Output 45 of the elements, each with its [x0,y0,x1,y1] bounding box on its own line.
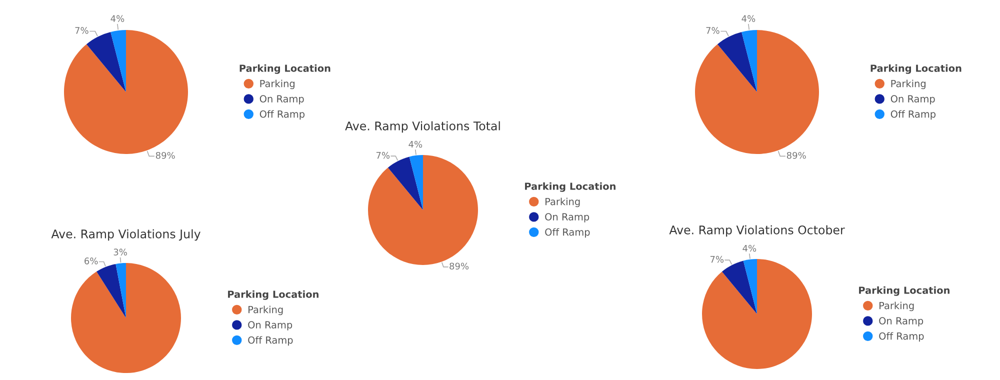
legend-title: Parking Location [240,64,330,74]
pie-slice [116,263,126,318]
legend-title: Parking Location [859,286,950,296]
pie-slice [110,30,126,92]
legend-label: Off Ramp [890,110,936,120]
data-label: 89% [156,152,175,159]
data-label: 4% [742,244,756,252]
data-label: 7% [710,256,724,263]
legend-label: Parking [546,198,580,208]
legend-title: Parking Location [870,64,962,74]
chart-title: Ave. Ramp Violations Total [345,121,500,133]
legend-label: On Ramp [248,321,292,330]
data-label: 7% [706,27,720,34]
data-label: 4% [110,15,124,22]
legend-label: Parking [880,302,914,312]
data-label: 89% [786,152,806,159]
data-label: 7% [376,152,390,159]
data-label: 6% [84,258,98,264]
pie-slice [388,156,423,210]
pie-slice [409,155,423,210]
legend-label: On Ramp [260,95,304,104]
data-label: 7% [75,27,88,34]
legend-label: Off Ramp [248,336,293,346]
legend-label: Off Ramp [545,228,590,238]
legend-title: Parking Location [228,290,318,300]
legend-label: On Ramp [545,213,590,222]
legend-label: Parking [260,80,294,90]
legend-label: Off Ramp [260,110,305,120]
legend-label: Parking [248,306,283,316]
data-label: 89% [450,262,469,270]
pie-slice [71,263,181,373]
data-label: 4% [742,15,756,22]
pie-slice [742,30,757,92]
data-label: 4% [408,140,422,148]
legend-label: Parking [891,80,926,90]
chart-title: Ave. Ramp Violations October [669,225,845,237]
legend-title: Parking Location [525,182,616,192]
legend-label: Off Ramp [879,332,924,342]
data-label: 3% [114,248,127,256]
pie-slice [96,264,126,318]
legend-label: On Ramp [890,95,935,104]
pie-slice [722,260,757,314]
chart-title: Ave. Ramp Violations July [51,229,200,241]
legend-label: On Ramp [879,317,924,326]
pie-slice [743,259,757,314]
